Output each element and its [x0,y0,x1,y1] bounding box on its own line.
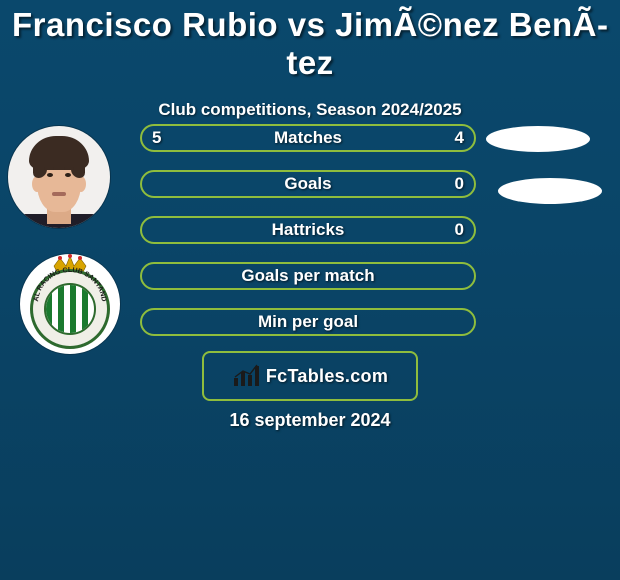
club-badge: REAL RACING CLUB SANTANDER [20,254,120,354]
stat-label: Min per goal [258,310,358,334]
snapshot-date: 16 september 2024 [0,410,620,431]
player-photo-brow [64,167,74,170]
site-logo-text-main: FcTables.com [266,366,388,386]
stat-label: Goals per match [241,264,374,288]
stat-label: Goals [284,172,331,196]
stat-row-goals: Goals 0 [140,170,476,198]
player-photo-eye [65,173,71,177]
stat-row-hattricks: Hattricks 0 [140,216,476,244]
club-badge-svg: REAL RACING CLUB SANTANDER [20,254,120,354]
site-logo-text: FcTables.com [266,366,388,387]
stat-right-value: 0 [455,172,464,196]
stat-label: Matches [274,126,342,150]
stat-left-value: 5 [152,126,161,150]
stat-right-value: 0 [455,218,464,242]
stat-row-matches: 5 Matches 4 [140,124,476,152]
bar-chart-icon [232,364,260,388]
player-photo-mouth [52,192,66,196]
stat-right-value: 4 [455,126,464,150]
site-logo-box: FcTables.com [202,351,418,401]
player-photo-brow [44,167,54,170]
stat-row-min-per-goal: Min per goal [140,308,476,336]
stat-label: Hattricks [272,218,345,242]
stat-row-goals-per-match: Goals per match [140,262,476,290]
player-photo-eye [47,173,53,177]
right-ellipse-2 [498,178,602,204]
page-title: Francisco Rubio vs JimÃ©nez BenÃ­tez [0,0,620,82]
subtitle: Club competitions, Season 2024/2025 [0,100,620,120]
stats-container: 5 Matches 4 Goals 0 Hattricks 0 Goals pe… [140,124,476,354]
right-ellipse-1 [486,126,590,152]
player-photo [8,126,110,228]
player-photo-hair [29,136,89,170]
